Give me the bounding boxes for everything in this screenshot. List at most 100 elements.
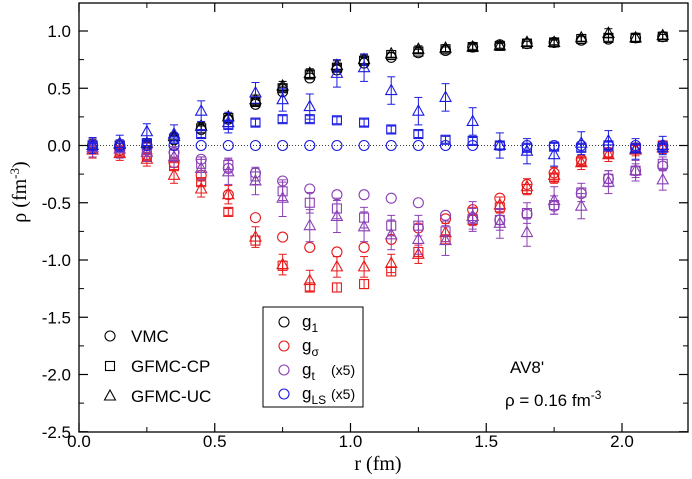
data-point: [439, 41, 452, 53]
data-point: [547, 147, 561, 160]
data-point: [277, 231, 289, 243]
data-point: [493, 38, 507, 51]
data-point: [303, 218, 317, 231]
data-point: [249, 212, 262, 224]
data-point: [167, 168, 181, 180]
data-point: [357, 60, 371, 73]
legend-label-gfmc-cp: GFMC-CP: [131, 357, 210, 376]
data-point: [358, 241, 370, 253]
y-tick-label: -1.0: [42, 251, 71, 270]
data-point: [140, 145, 154, 157]
data-point: [304, 139, 316, 152]
data-point: [466, 209, 480, 222]
data-point: [249, 92, 262, 105]
data-point: [439, 233, 452, 246]
data-point: [357, 259, 371, 272]
data-point: [303, 99, 317, 112]
data-point: [413, 129, 424, 140]
data-point: [331, 115, 342, 126]
data-point: [222, 139, 234, 152]
annotation-density: ρ = 0.16 fm-3: [505, 388, 602, 410]
data-point: [331, 246, 343, 258]
data-point: [358, 189, 370, 201]
data-point: [276, 92, 290, 105]
data-point: [330, 259, 344, 272]
data-point: [629, 141, 643, 154]
x-tick-label: 1.0: [339, 432, 363, 451]
data-point: [411, 232, 425, 244]
series-gLS-gfmc-uc: [86, 53, 670, 167]
data-point: [493, 216, 507, 228]
axis-ticks: 0.0 0.5 1.0 1.5 2.0 1.0 0.5 0.0 -0.5 -1.0 -1.5 -2.0…: [42, 3, 688, 451]
data-point: [601, 147, 615, 160]
data-point: [304, 197, 315, 208]
data-point: [574, 136, 588, 148]
data-point: [601, 133, 615, 146]
data-marks: [86, 26, 670, 293]
data-point: [656, 28, 670, 41]
series-gt-vmc: [87, 139, 669, 226]
legend-marker-circle: [104, 330, 116, 342]
legend-marker-g1: [278, 316, 290, 328]
data-point: [249, 229, 262, 242]
data-point: [385, 192, 397, 204]
y-tick-label: 0.5: [47, 79, 71, 98]
legend-marker-gsigma: [278, 340, 290, 352]
data-point: [466, 39, 480, 52]
data-point: [223, 206, 234, 217]
data-point: [359, 278, 370, 290]
data-point: [277, 139, 289, 152]
data-point: [221, 164, 235, 177]
data-point: [140, 152, 154, 164]
data-point: [359, 117, 370, 128]
legend-label-base: g: [302, 384, 311, 403]
x-tick-label: 1.5: [474, 432, 498, 451]
data-point: [520, 179, 534, 192]
data-point: [411, 42, 425, 54]
data-point: [493, 138, 507, 151]
data-point: [629, 30, 643, 43]
data-point: [521, 208, 533, 219]
data-point: [249, 85, 262, 98]
y-tick-label: -2.0: [42, 366, 71, 385]
legend-label-sub: LS: [311, 393, 326, 407]
legend-marker-gt: [278, 364, 290, 376]
data-point: [439, 209, 452, 221]
data-point: [194, 161, 208, 173]
legend-label-gt: gt (x5): [302, 360, 355, 383]
legend-label-note: (x5): [331, 386, 355, 402]
legend-label-gLS: gLS (x5): [302, 384, 355, 407]
data-point: [520, 35, 534, 48]
data-point: [656, 172, 670, 185]
data-point: [276, 257, 290, 270]
data-point: [330, 209, 344, 222]
data-point: [276, 191, 290, 203]
data-point: [629, 163, 643, 176]
legend-label-sub: t: [311, 369, 315, 383]
data-point: [221, 187, 235, 200]
data-point: [574, 155, 588, 168]
legend-marker-square: [104, 360, 116, 372]
x-axis-title: r (fm): [354, 453, 401, 475]
data-point: [657, 158, 668, 169]
annotation-density-base: ρ = 0.16 fm: [505, 391, 591, 410]
data-point: [384, 46, 398, 59]
data-point: [249, 173, 262, 186]
data-point: [386, 124, 397, 135]
data-point: [384, 83, 398, 96]
annotation-density-sup: -3: [591, 388, 602, 402]
data-point: [440, 134, 451, 145]
data-point: [303, 273, 317, 286]
data-point: [330, 66, 344, 78]
legend-label-g1: g1: [302, 312, 318, 335]
data-point: [195, 139, 207, 152]
data-point: [194, 181, 208, 194]
legend-label-gsigma: gσ: [302, 336, 319, 359]
y-axis-title-tail: ): [9, 161, 31, 168]
legend-marker-triangle: [103, 388, 117, 401]
y-axis-title-base: ρ (fm: [9, 178, 31, 222]
data-point: [384, 227, 398, 240]
legend-label-base: g: [302, 360, 311, 379]
